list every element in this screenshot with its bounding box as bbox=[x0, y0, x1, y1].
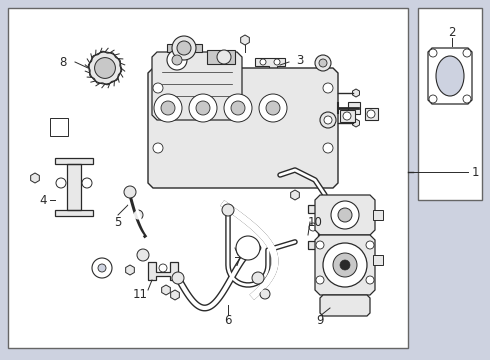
Polygon shape bbox=[55, 158, 93, 216]
Bar bbox=[207, 50, 235, 64]
Polygon shape bbox=[352, 89, 360, 97]
Text: 4: 4 bbox=[39, 194, 47, 207]
Circle shape bbox=[274, 59, 280, 65]
Polygon shape bbox=[148, 262, 178, 280]
Circle shape bbox=[429, 49, 437, 57]
Circle shape bbox=[463, 49, 471, 57]
Bar bbox=[8, 8, 408, 348]
Text: 5: 5 bbox=[114, 216, 122, 229]
Text: 6: 6 bbox=[224, 314, 232, 327]
Polygon shape bbox=[255, 58, 285, 74]
Bar bbox=[418, 8, 482, 200]
Circle shape bbox=[338, 208, 352, 222]
Circle shape bbox=[167, 50, 187, 70]
Circle shape bbox=[323, 243, 367, 287]
Circle shape bbox=[231, 101, 245, 115]
Polygon shape bbox=[148, 68, 338, 188]
Circle shape bbox=[153, 83, 163, 93]
Text: 7: 7 bbox=[234, 256, 242, 269]
Bar bbox=[348, 102, 360, 114]
Circle shape bbox=[429, 95, 437, 103]
Circle shape bbox=[252, 272, 264, 284]
Circle shape bbox=[266, 101, 280, 115]
Circle shape bbox=[172, 55, 182, 65]
Circle shape bbox=[323, 83, 333, 93]
Circle shape bbox=[161, 101, 175, 115]
Circle shape bbox=[56, 178, 66, 188]
Circle shape bbox=[259, 94, 287, 122]
Circle shape bbox=[315, 55, 331, 71]
Polygon shape bbox=[162, 285, 171, 295]
Circle shape bbox=[320, 112, 336, 128]
Circle shape bbox=[340, 260, 350, 270]
Polygon shape bbox=[315, 195, 375, 235]
Polygon shape bbox=[357, 229, 364, 237]
Bar bbox=[50, 118, 68, 136]
Text: 3: 3 bbox=[296, 54, 304, 67]
Circle shape bbox=[95, 58, 116, 78]
Polygon shape bbox=[291, 190, 299, 200]
Text: 9: 9 bbox=[316, 314, 324, 327]
Circle shape bbox=[196, 101, 210, 115]
Circle shape bbox=[137, 249, 149, 261]
Circle shape bbox=[222, 204, 234, 216]
Circle shape bbox=[324, 116, 332, 124]
Circle shape bbox=[319, 59, 327, 67]
Circle shape bbox=[172, 36, 196, 60]
Bar bbox=[322, 115, 334, 125]
Polygon shape bbox=[340, 110, 355, 122]
Circle shape bbox=[331, 201, 359, 229]
Circle shape bbox=[260, 289, 270, 299]
Text: 8: 8 bbox=[59, 55, 67, 68]
Polygon shape bbox=[308, 205, 353, 249]
Polygon shape bbox=[315, 235, 375, 295]
Polygon shape bbox=[31, 173, 39, 183]
Circle shape bbox=[316, 276, 324, 284]
Polygon shape bbox=[352, 119, 360, 127]
Circle shape bbox=[172, 272, 184, 284]
Circle shape bbox=[366, 241, 374, 249]
Circle shape bbox=[224, 94, 252, 122]
Polygon shape bbox=[125, 265, 134, 275]
Polygon shape bbox=[365, 108, 378, 120]
Circle shape bbox=[89, 52, 121, 84]
Polygon shape bbox=[320, 295, 370, 316]
Circle shape bbox=[82, 178, 92, 188]
Circle shape bbox=[367, 110, 375, 118]
Circle shape bbox=[92, 258, 112, 278]
Circle shape bbox=[159, 264, 167, 272]
Ellipse shape bbox=[436, 56, 464, 96]
Circle shape bbox=[189, 94, 217, 122]
Polygon shape bbox=[241, 35, 249, 45]
Circle shape bbox=[344, 223, 352, 231]
Circle shape bbox=[366, 276, 374, 284]
Text: 11: 11 bbox=[132, 288, 147, 301]
Circle shape bbox=[316, 241, 324, 249]
Circle shape bbox=[98, 264, 106, 272]
Polygon shape bbox=[428, 48, 472, 104]
Circle shape bbox=[309, 223, 317, 231]
Text: 10: 10 bbox=[308, 216, 322, 229]
Circle shape bbox=[177, 41, 191, 55]
Circle shape bbox=[154, 94, 182, 122]
Polygon shape bbox=[152, 52, 242, 120]
Circle shape bbox=[236, 236, 260, 260]
Circle shape bbox=[133, 210, 143, 220]
Text: 2: 2 bbox=[448, 26, 456, 39]
Text: 1: 1 bbox=[471, 166, 479, 179]
Circle shape bbox=[217, 50, 231, 64]
Circle shape bbox=[333, 253, 357, 277]
Circle shape bbox=[124, 186, 136, 198]
Bar bbox=[373, 210, 383, 220]
Circle shape bbox=[153, 143, 163, 153]
Circle shape bbox=[260, 59, 266, 65]
Circle shape bbox=[463, 95, 471, 103]
Polygon shape bbox=[167, 44, 202, 52]
Circle shape bbox=[343, 112, 351, 120]
Polygon shape bbox=[171, 290, 179, 300]
Circle shape bbox=[323, 143, 333, 153]
Bar bbox=[373, 255, 383, 265]
